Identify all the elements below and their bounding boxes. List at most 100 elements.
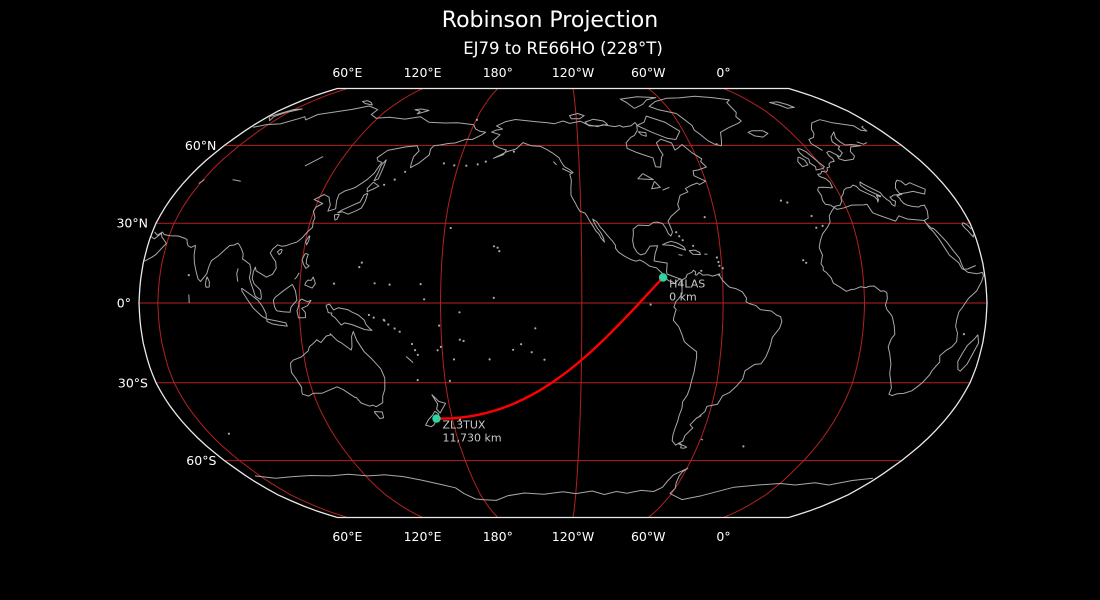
lon-tick-label-bottom: 0° xyxy=(716,529,730,544)
island-dot xyxy=(416,379,419,382)
island-dot xyxy=(367,313,370,317)
island-dot xyxy=(512,150,516,153)
graticule-meridian xyxy=(157,88,348,518)
coastline xyxy=(648,95,742,147)
lon-tick-label-bottom: 60°W xyxy=(631,529,666,544)
island-dot xyxy=(453,164,456,167)
island-dot xyxy=(520,343,523,346)
island-dot xyxy=(227,432,230,435)
island-dot xyxy=(779,199,783,202)
coastline xyxy=(491,119,707,285)
island-dot xyxy=(742,445,745,448)
island-dot xyxy=(692,244,695,247)
island-dot xyxy=(187,274,190,277)
island-dot xyxy=(438,324,441,327)
island-dot xyxy=(498,250,501,253)
island-dot xyxy=(496,246,499,249)
island-dot xyxy=(458,418,462,421)
coastline xyxy=(619,96,657,109)
island-dot xyxy=(398,330,401,333)
lat-tick-label: 60°S xyxy=(186,453,216,468)
coastline xyxy=(828,131,861,162)
coastline xyxy=(337,192,369,215)
island-dot xyxy=(476,163,479,166)
island-dot xyxy=(475,118,478,121)
lat-tick-label: 60°N xyxy=(185,138,217,153)
coastline xyxy=(796,148,825,171)
coastline xyxy=(325,303,373,331)
coastline xyxy=(290,331,386,408)
endpoint-label-from: H4LAS xyxy=(669,278,705,291)
island-dot xyxy=(436,349,439,352)
island-dot xyxy=(416,353,419,356)
lat-tick-label: 30°N xyxy=(116,216,148,231)
endpoint-distance-from: 0 km xyxy=(669,291,697,304)
lon-tick-label-top: 120°E xyxy=(404,65,442,80)
coastline xyxy=(688,249,701,256)
coastline xyxy=(895,179,926,195)
plot-subtitle: EJ79 to RE66HO (228°T) xyxy=(463,39,663,58)
island-dot xyxy=(332,282,336,285)
island-dot xyxy=(681,239,684,242)
island-dot xyxy=(718,273,721,276)
island-dot xyxy=(543,358,546,361)
island-dot xyxy=(410,342,414,346)
coastline xyxy=(553,161,557,166)
island-dot xyxy=(821,224,824,227)
coastline xyxy=(431,394,447,414)
island-dot xyxy=(700,269,703,272)
coastline xyxy=(662,240,687,251)
island-dot xyxy=(802,259,805,262)
island-dot xyxy=(439,345,442,348)
island-dot xyxy=(419,283,422,286)
endpoint-marker-to xyxy=(432,414,441,423)
coastline xyxy=(651,181,661,190)
island-dot xyxy=(448,379,451,382)
island-dot xyxy=(511,348,515,351)
coastline xyxy=(144,105,976,300)
island-dot xyxy=(534,327,537,330)
island-dot xyxy=(718,264,721,267)
lat-tick-label: 30°S xyxy=(118,375,148,390)
island-dot xyxy=(530,351,533,354)
graticule-meridian xyxy=(572,88,583,518)
projection-outline xyxy=(138,87,988,519)
island-dot xyxy=(452,358,456,361)
coastline xyxy=(266,318,288,327)
graticule-meridian xyxy=(647,88,724,518)
coastline xyxy=(333,213,340,221)
island-dot xyxy=(373,282,376,285)
island-dot xyxy=(458,338,461,341)
lon-tick-label-bottom: 120°E xyxy=(404,529,442,544)
lon-tick-label-top: 60°W xyxy=(631,65,666,80)
island-dot xyxy=(717,260,720,264)
coastline xyxy=(254,467,873,501)
coastline xyxy=(856,141,868,145)
lon-tick-label-top: 180° xyxy=(483,65,513,80)
lon-tick-label-top: 120°W xyxy=(552,65,594,80)
endpoint-label-to: ZL3TUX xyxy=(443,419,486,432)
coastline xyxy=(241,287,267,320)
coastline xyxy=(678,442,688,449)
island-dot xyxy=(675,231,678,234)
island-dot xyxy=(414,349,417,352)
island-dot xyxy=(360,261,363,264)
island-dot xyxy=(382,318,385,321)
island-dot xyxy=(465,164,468,167)
coastline xyxy=(636,115,681,140)
island-dot xyxy=(462,339,465,343)
lon-tick-label-bottom: 120°W xyxy=(552,529,594,544)
island-dot xyxy=(649,303,652,306)
island-dot xyxy=(492,296,495,299)
island-dot xyxy=(488,358,491,361)
island-dot xyxy=(484,160,487,163)
coastline xyxy=(366,181,380,193)
endpoint-marker-from xyxy=(658,273,668,282)
island-dot xyxy=(383,183,386,186)
coastline xyxy=(276,249,283,256)
island-dot xyxy=(715,256,719,259)
coastline xyxy=(405,356,414,363)
coastline xyxy=(304,156,324,167)
coastline xyxy=(561,168,573,174)
